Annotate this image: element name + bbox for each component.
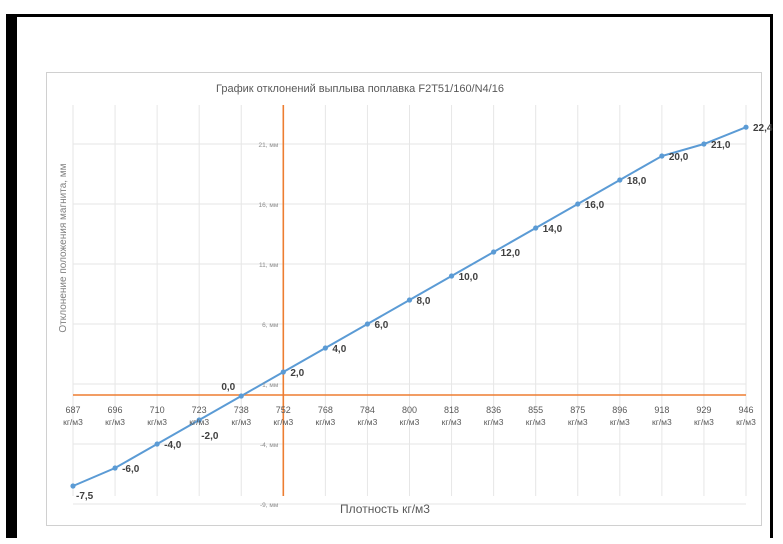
x-tick-label: 818 — [444, 405, 459, 415]
x-tick-unit: кг/м3 — [189, 417, 209, 427]
data-point — [533, 225, 539, 231]
data-point — [154, 441, 160, 447]
data-point — [364, 321, 371, 327]
y-tick-label: -4, мм — [260, 442, 279, 449]
data-label: 14,0 — [543, 224, 563, 235]
data-label: 4,0 — [332, 344, 346, 355]
series-layer — [70, 124, 749, 489]
data-point — [112, 465, 118, 471]
data-label: 18,0 — [627, 176, 647, 187]
y-tick-label: 6, мм — [262, 322, 279, 329]
x-tick-unit: кг/м3 — [526, 417, 546, 427]
y-tick-label: -9, мм — [260, 502, 279, 509]
x-tick-unit: кг/м3 — [147, 417, 167, 427]
x-tick-label: 687 — [65, 405, 80, 415]
y-tick-label: 11, мм — [259, 262, 279, 269]
x-tick-label: 723 — [192, 405, 207, 415]
data-label: 8,0 — [417, 296, 431, 307]
x-tick-unit: кг/м3 — [273, 417, 293, 427]
x-tick-unit: кг/м3 — [315, 417, 335, 427]
x-tick-unit: кг/м3 — [442, 417, 462, 427]
data-point — [491, 249, 497, 255]
x-tick-label: 896 — [612, 405, 627, 415]
y-tick-label: 21, мм — [259, 142, 279, 149]
data-point — [575, 201, 581, 207]
data-label: 10,0 — [459, 272, 479, 283]
x-tick-unit: кг/м3 — [484, 417, 504, 427]
x-tick-label: 855 — [528, 405, 543, 415]
x-tick-unit: кг/м3 — [736, 417, 756, 427]
data-label: 22,4 — [753, 123, 773, 134]
data-point — [448, 273, 455, 279]
x-tick-unit: кг/м3 — [105, 417, 125, 427]
data-point — [280, 369, 286, 375]
data-point — [743, 124, 749, 130]
chart-area — [46, 72, 762, 526]
x-tick-label: 875 — [570, 405, 585, 415]
data-point — [322, 345, 328, 351]
data-label: 16,0 — [585, 200, 605, 211]
data-label: 12,0 — [501, 248, 521, 259]
data-label: -4,0 — [164, 440, 182, 451]
data-label: 2,0 — [290, 368, 304, 379]
grid-layer — [72, 105, 747, 505]
x-tick-label: 768 — [318, 405, 333, 415]
data-point — [238, 393, 244, 399]
y-axis-title: Отклонение положения магнита, мм — [58, 163, 69, 332]
x-tick-unit: кг/м3 — [358, 417, 378, 427]
data-label: 21,0 — [711, 140, 731, 151]
x-tick-unit: кг/м3 — [652, 417, 672, 427]
data-label: -7,5 — [76, 491, 94, 502]
x-tick-unit: кг/м3 — [568, 417, 588, 427]
data-point — [701, 141, 707, 147]
x-tick-label: 710 — [150, 405, 165, 415]
x-tick-label: 929 — [696, 405, 711, 415]
data-label: 20,0 — [669, 152, 689, 163]
x-tick-label: 836 — [486, 405, 501, 415]
data-point — [406, 297, 413, 303]
y-tick-label: 1, мм — [262, 382, 279, 389]
data-label: -2,0 — [201, 431, 219, 442]
data-point — [659, 153, 665, 159]
x-tick-label: 784 — [360, 405, 375, 415]
x-tick-label: 918 — [654, 405, 669, 415]
x-tick-label: 738 — [234, 405, 249, 415]
x-axis-title: Плотность кг/м3 — [340, 502, 430, 516]
axis-layer — [73, 105, 746, 496]
data-point — [70, 483, 76, 489]
x-tick-unit: кг/м3 — [694, 417, 714, 427]
data-point — [617, 177, 623, 183]
y-tick-label: 16, мм — [259, 202, 279, 209]
x-tick-unit: кг/м3 — [400, 417, 420, 427]
x-tick-label: 800 — [402, 405, 417, 415]
data-label: 0,0 — [221, 382, 235, 393]
data-point — [196, 417, 202, 423]
label-layer: 21, мм 16, мм 11, мм 6, мм 1, мм -4, мм -9, мм… — [63, 123, 773, 509]
x-tick-unit: кг/м3 — [63, 417, 83, 427]
x-tick-unit: кг/м3 — [231, 417, 251, 427]
data-label: -6,0 — [122, 464, 140, 475]
chart-title: График отклонений выплыва поплавка F2T51… — [216, 83, 504, 95]
x-tick-label: 696 — [108, 405, 123, 415]
data-label: 6,0 — [374, 320, 388, 331]
x-tick-label: 946 — [738, 405, 753, 415]
x-tick-unit: кг/м3 — [610, 417, 630, 427]
x-tick-label: 752 — [276, 405, 291, 415]
